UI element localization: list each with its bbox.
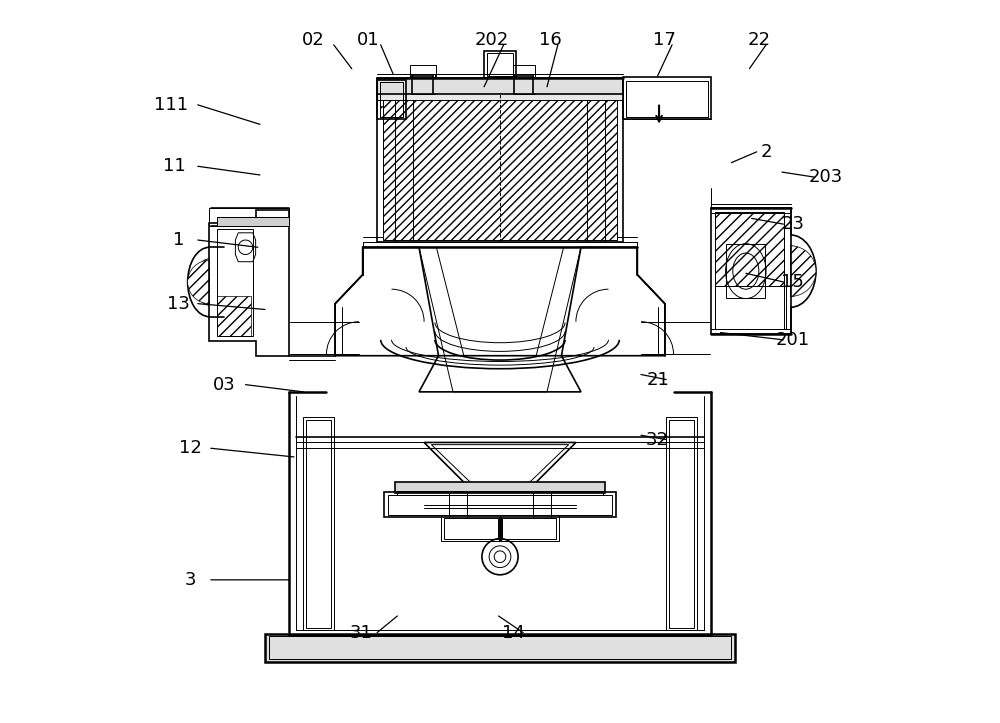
Bar: [441, 515, 500, 541]
Text: 22: 22: [747, 32, 770, 49]
Bar: [410, 65, 436, 78]
Bar: [626, 81, 708, 117]
Bar: [306, 420, 331, 628]
Text: 13: 13: [167, 295, 190, 312]
Bar: [623, 77, 711, 119]
Text: 21: 21: [646, 371, 669, 388]
Bar: [265, 634, 735, 662]
Bar: [380, 106, 402, 117]
Bar: [514, 74, 535, 94]
Bar: [666, 417, 697, 630]
Text: 201: 201: [776, 331, 810, 348]
Bar: [502, 518, 556, 539]
Bar: [484, 51, 516, 78]
Text: 32: 32: [646, 431, 669, 448]
Text: 111: 111: [154, 96, 188, 114]
Text: 11: 11: [163, 158, 186, 175]
Text: 17: 17: [653, 32, 676, 49]
Bar: [217, 229, 253, 336]
Bar: [303, 417, 334, 630]
Bar: [412, 74, 435, 94]
Bar: [269, 636, 731, 659]
Text: 03: 03: [212, 376, 235, 393]
Text: 01: 01: [357, 32, 380, 49]
Bar: [377, 80, 406, 119]
Bar: [513, 65, 535, 78]
Text: 02: 02: [302, 32, 325, 49]
Bar: [377, 91, 623, 100]
Bar: [380, 82, 403, 117]
Polygon shape: [383, 100, 617, 240]
Bar: [395, 482, 605, 493]
Text: 16: 16: [539, 32, 562, 49]
Bar: [487, 53, 513, 76]
Bar: [209, 208, 289, 226]
Text: 12: 12: [179, 440, 202, 457]
Bar: [377, 78, 623, 94]
Text: 3: 3: [185, 571, 196, 589]
Bar: [217, 296, 251, 336]
Text: 2: 2: [760, 143, 772, 161]
Text: 23: 23: [781, 215, 804, 233]
Wedge shape: [188, 260, 209, 304]
Bar: [217, 217, 289, 226]
Text: 31: 31: [350, 624, 373, 641]
Bar: [397, 491, 603, 495]
Bar: [715, 212, 784, 329]
Bar: [715, 286, 786, 329]
Text: 1: 1: [173, 231, 184, 249]
Bar: [669, 420, 694, 628]
Text: 14: 14: [502, 624, 524, 641]
Text: 203: 203: [808, 168, 842, 186]
Bar: [444, 518, 498, 539]
Text: 15: 15: [781, 273, 804, 291]
Bar: [715, 213, 784, 286]
Bar: [384, 492, 616, 517]
Bar: [388, 495, 612, 515]
Bar: [500, 515, 559, 541]
Wedge shape: [791, 246, 816, 296]
Text: 202: 202: [474, 32, 508, 49]
Bar: [726, 244, 765, 298]
